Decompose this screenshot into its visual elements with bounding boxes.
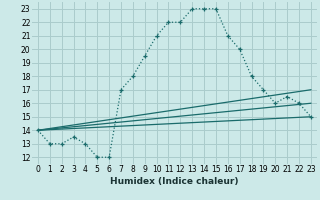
X-axis label: Humidex (Indice chaleur): Humidex (Indice chaleur) (110, 177, 239, 186)
